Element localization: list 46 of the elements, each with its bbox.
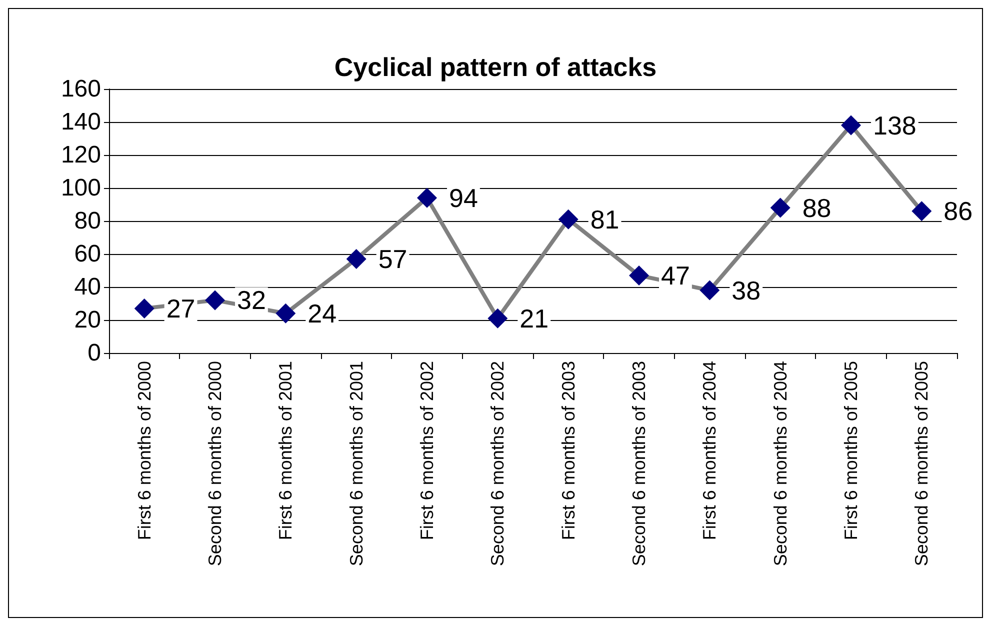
y-tick-label: 0 bbox=[88, 340, 101, 366]
x-tick-label: First 6 months of 2005 bbox=[841, 361, 861, 540]
point bbox=[205, 290, 225, 310]
data-label: 32 bbox=[237, 285, 266, 316]
x-tick-label: First 6 months of 2003 bbox=[558, 361, 578, 540]
x-tick-label: Second 6 months of 2004 bbox=[770, 361, 790, 566]
data-label: 27 bbox=[166, 293, 196, 324]
x-tick-label: Second 6 months of 2000 bbox=[205, 361, 225, 566]
x-tick-label: Second 6 months of 2005 bbox=[912, 361, 932, 566]
point bbox=[841, 115, 861, 136]
y-tick-label: 140 bbox=[60, 108, 101, 136]
point bbox=[912, 201, 932, 222]
data-label: 81 bbox=[590, 204, 620, 234]
x-tick-label: Second 6 months of 2001 bbox=[346, 361, 366, 566]
x-tick-label: First 6 months of 2000 bbox=[134, 361, 154, 540]
x-tick-label: First 6 months of 2001 bbox=[276, 361, 296, 540]
x-tick-label: First 6 months of 2004 bbox=[700, 361, 720, 540]
point bbox=[558, 209, 578, 230]
x-tick-label: Second 6 months of 2003 bbox=[629, 361, 649, 566]
x-tick-label: First 6 months of 2002 bbox=[417, 361, 437, 540]
point bbox=[700, 280, 720, 300]
y-tick-label: 160 bbox=[60, 76, 101, 102]
y-tick-label: 120 bbox=[60, 142, 101, 168]
data-label: 57 bbox=[378, 244, 408, 274]
point bbox=[417, 188, 437, 208]
data-label: 24 bbox=[308, 298, 337, 328]
data-label: 47 bbox=[661, 260, 690, 290]
y-tick-label: 20 bbox=[74, 306, 101, 334]
data-label: 94 bbox=[449, 182, 478, 213]
point bbox=[629, 265, 649, 286]
point bbox=[346, 248, 366, 269]
point bbox=[770, 198, 790, 218]
chart-title: Cyclical pattern of attacks bbox=[334, 52, 657, 82]
point bbox=[134, 298, 154, 318]
point bbox=[488, 308, 508, 328]
data-label: 21 bbox=[520, 303, 549, 334]
y-tick-label: 40 bbox=[74, 274, 101, 300]
y-tick-label: 80 bbox=[74, 208, 101, 234]
data-label: 38 bbox=[732, 275, 761, 306]
data-label: 86 bbox=[944, 196, 973, 226]
data-label: 88 bbox=[802, 192, 832, 223]
point bbox=[276, 303, 296, 324]
data-label: 138 bbox=[873, 110, 916, 140]
y-tick-label: 100 bbox=[60, 174, 101, 202]
x-tick-label: Second 6 months of 2002 bbox=[488, 361, 508, 566]
y-tick-label: 60 bbox=[74, 240, 101, 268]
